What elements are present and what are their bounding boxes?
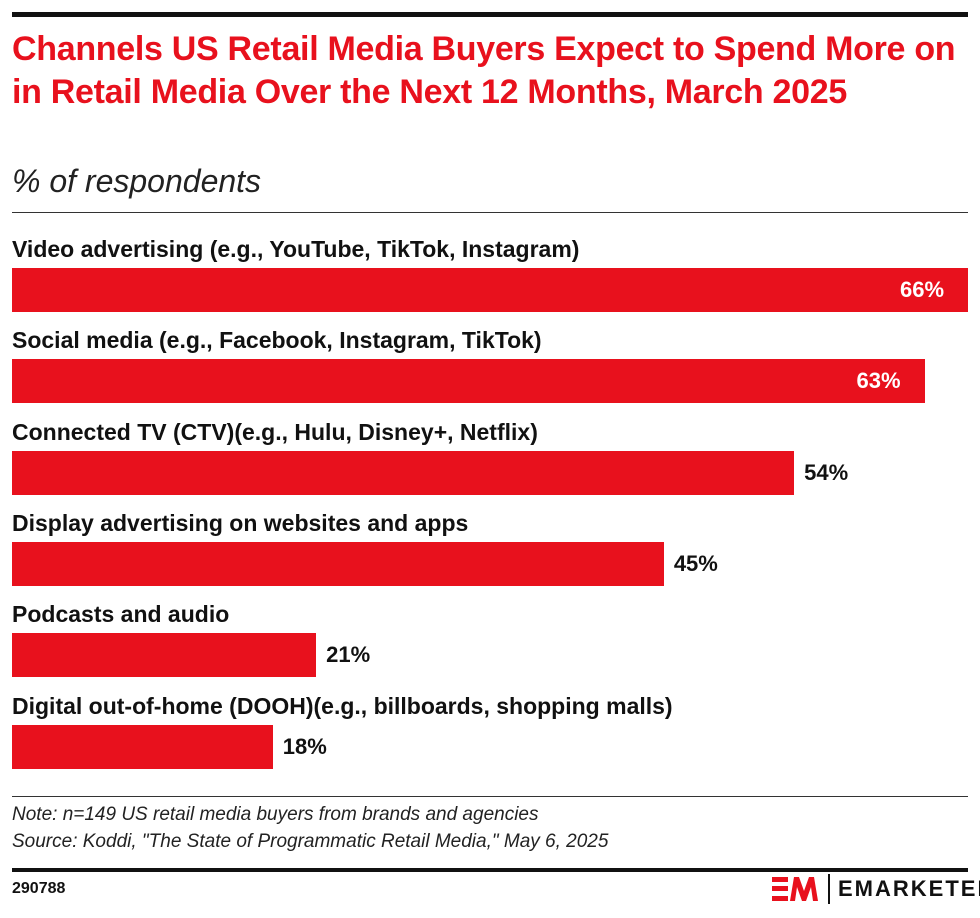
emarketer-logo: EMARKETER <box>772 874 980 904</box>
bar <box>12 541 664 586</box>
value-label: 21% <box>326 642 371 668</box>
category-label: Social media (e.g., Facebook, Instagram,… <box>12 327 542 354</box>
bar <box>12 450 795 495</box>
value-label: 63% <box>856 368 901 394</box>
chart-id: 290788 <box>12 880 66 897</box>
footer-divider <box>12 796 968 797</box>
category-label: Podcasts and audio <box>12 601 230 628</box>
bar <box>12 724 273 769</box>
value-label: 66% <box>900 277 945 302</box>
value-label: 45% <box>673 550 718 576</box>
note: Note: n=149 US retail media buyers from … <box>12 804 539 825</box>
chart-subtitle: % of respondents <box>12 163 262 199</box>
category-label: Connected TV (CTV)(e.g., Hulu, Disney+, … <box>12 418 538 445</box>
chart-title: Channels US Retail Media Buyers Expect t… <box>12 30 956 111</box>
bottom-rule <box>12 868 968 872</box>
bar <box>12 268 968 312</box>
header-divider <box>12 212 968 213</box>
category-label: Video advertising (e.g., YouTube, TikTok… <box>12 236 580 262</box>
category-label: Digital out-of-home (DOOH)(e.g., billboa… <box>12 692 673 719</box>
value-label: 18% <box>282 733 327 759</box>
em-logo-icon <box>772 877 818 901</box>
value-label: 54% <box>804 459 849 485</box>
category-label: Display advertising on websites and apps <box>12 509 469 536</box>
brand-name: EMARKETER <box>838 876 980 901</box>
bar <box>12 633 317 678</box>
bar <box>12 359 925 404</box>
source: Source: Koddi, "The State of Programmati… <box>12 831 609 852</box>
top-rule <box>12 12 968 17</box>
